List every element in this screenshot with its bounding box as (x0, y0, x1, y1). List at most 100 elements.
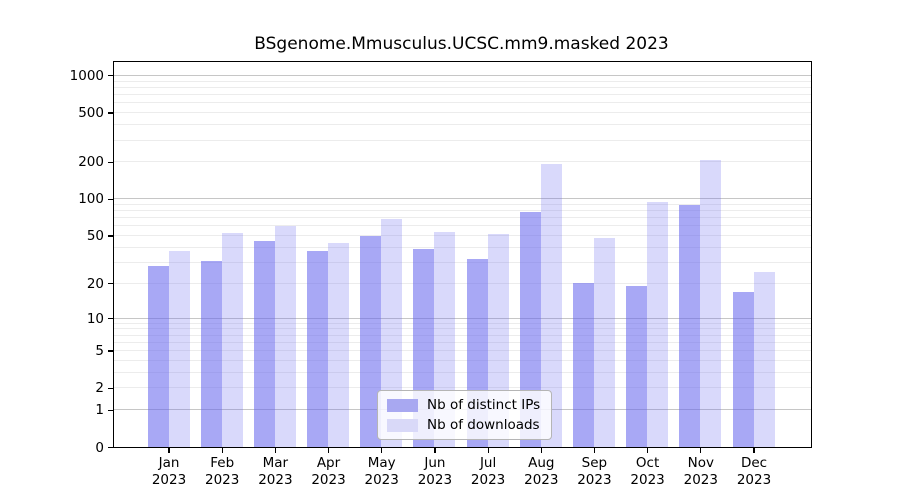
gridline-minor (114, 102, 811, 104)
bar-downloads-oct (647, 202, 669, 447)
gridline-minor (114, 86, 811, 88)
y-tick-5 (108, 350, 113, 352)
bar-distinct-ips-jan (147, 265, 169, 447)
y-tick-500 (108, 112, 113, 114)
y-tick-label-10: 10 (86, 310, 104, 327)
gridline-minor (114, 371, 811, 373)
bar-downloads-nov (700, 159, 722, 447)
x-tick-month-jul: Jul (479, 455, 497, 471)
gridline-major (114, 198, 811, 200)
y-tick-1 (108, 409, 113, 411)
x-tick-may (381, 448, 383, 453)
x-tick-month-apr: Apr (316, 455, 341, 471)
gridline-minor (114, 334, 811, 336)
x-tick-feb (221, 448, 223, 453)
x-tick-month-feb: Feb (210, 455, 235, 471)
bar-downloads-sep (593, 237, 615, 447)
x-tick-label-apr: Apr 2023 (299, 455, 359, 489)
legend-item-downloads: Nb of downloads (387, 417, 540, 433)
x-tick-label-aug: Aug 2023 (511, 455, 571, 489)
bar-distinct-ips-apr (307, 251, 328, 447)
x-tick-month-mar: Mar (262, 455, 289, 471)
x-tick-label-oct: Oct 2023 (618, 455, 678, 489)
x-tick-year-sep: 2023 (577, 472, 612, 488)
x-tick-label-jun: Jun 2023 (405, 455, 465, 489)
gridline-minor (114, 359, 811, 361)
legend-swatch-distinct-ips (387, 398, 418, 412)
x-tick-sep (593, 448, 596, 453)
gridline-minor (114, 387, 811, 389)
gridline-minor (114, 139, 811, 141)
x-tick-year-jan: 2023 (151, 472, 187, 488)
x-tick-month-sep: Sep (581, 455, 608, 471)
gridline-minor (114, 112, 811, 113)
y-tick-label-50: 50 (86, 228, 104, 244)
gridline-minor (114, 282, 811, 284)
x-tick-dec (753, 448, 755, 453)
bar-downloads-mar (274, 225, 296, 447)
gridline-minor (114, 203, 811, 205)
x-tick-month-jun: Jun (424, 455, 446, 471)
legend-swatch-downloads (387, 418, 418, 432)
gridline-minor (114, 261, 811, 263)
gridline-minor (114, 225, 811, 227)
x-tick-month-may: May (367, 455, 396, 471)
gridline-minor (114, 124, 811, 125)
x-tick-year-may: 2023 (364, 472, 399, 488)
y-tick-0 (108, 446, 113, 449)
gridline-minor (114, 246, 811, 248)
x-tick-label-mar: Mar 2023 (245, 455, 305, 489)
gridline-major (114, 74, 811, 76)
x-tick-label-may: May 2023 (352, 455, 412, 489)
legend: Nb of distinct IPs Nb of downloads (377, 390, 553, 440)
bar-distinct-ips-oct (626, 285, 648, 447)
bar-distinct-ips-dec (732, 291, 754, 447)
legend-item-distinct-ips: Nb of distinct IPs (387, 397, 540, 413)
x-tick-year-oct: 2023 (630, 472, 665, 488)
bar-downloads-dec (753, 271, 775, 447)
x-tick-month-nov: Nov (687, 455, 714, 471)
x-tick-month-dec: Dec (740, 455, 768, 471)
gridline-minor (114, 322, 811, 324)
bar-distinct-ips-feb (200, 260, 222, 447)
y-tick-1000 (108, 75, 113, 77)
y-tick-label-5: 5 (95, 343, 104, 360)
bar-distinct-ips-may (360, 235, 382, 447)
y-tick-label-1: 1 (95, 402, 104, 419)
y-tick-label-1000: 1000 (69, 67, 104, 84)
x-tick-aug (540, 448, 542, 453)
gridline-minor (114, 341, 811, 343)
bar-distinct-ips-sep (572, 283, 594, 447)
x-tick-year-nov: 2023 (683, 472, 718, 488)
x-tick-jan (168, 448, 170, 453)
bar-distinct-ips-nov (679, 204, 701, 447)
x-tick-label-dec: Dec 2023 (724, 455, 784, 489)
x-tick-apr (327, 448, 330, 453)
legend-label-downloads: Nb of downloads (427, 417, 540, 433)
x-tick-label-feb: Feb 2023 (192, 455, 252, 489)
x-tick-year-jun: 2023 (417, 472, 453, 488)
y-tick-2 (108, 387, 113, 389)
gridline-minor (114, 80, 811, 82)
x-tick-year-dec: 2023 (736, 472, 772, 488)
x-tick-jun (434, 448, 436, 453)
y-tick-label-2: 2 (95, 380, 104, 397)
gridline-minor (114, 235, 811, 236)
x-tick-year-apr: 2023 (311, 472, 346, 488)
gridline-minor (114, 350, 811, 352)
x-tick-label-jan: Jan 2023 (139, 455, 199, 489)
bar-downloads-jan (168, 251, 190, 447)
gridline-major (114, 317, 811, 319)
gridline-minor (114, 217, 811, 219)
x-tick-label-sep: Sep 2023 (564, 455, 624, 489)
y-tick-200 (108, 161, 113, 163)
y-tick-10 (108, 317, 113, 320)
x-tick-jul (487, 448, 489, 453)
bar-downloads-feb (221, 233, 243, 447)
y-tick-label-0: 0 (95, 439, 104, 456)
bar-downloads-apr (328, 243, 349, 447)
chart-title: BSgenome.Mmusculus.UCSC.mm9.masked 2023 (254, 34, 669, 54)
x-tick-month-aug: Aug (528, 455, 555, 471)
bar-downloads-aug (540, 163, 562, 447)
